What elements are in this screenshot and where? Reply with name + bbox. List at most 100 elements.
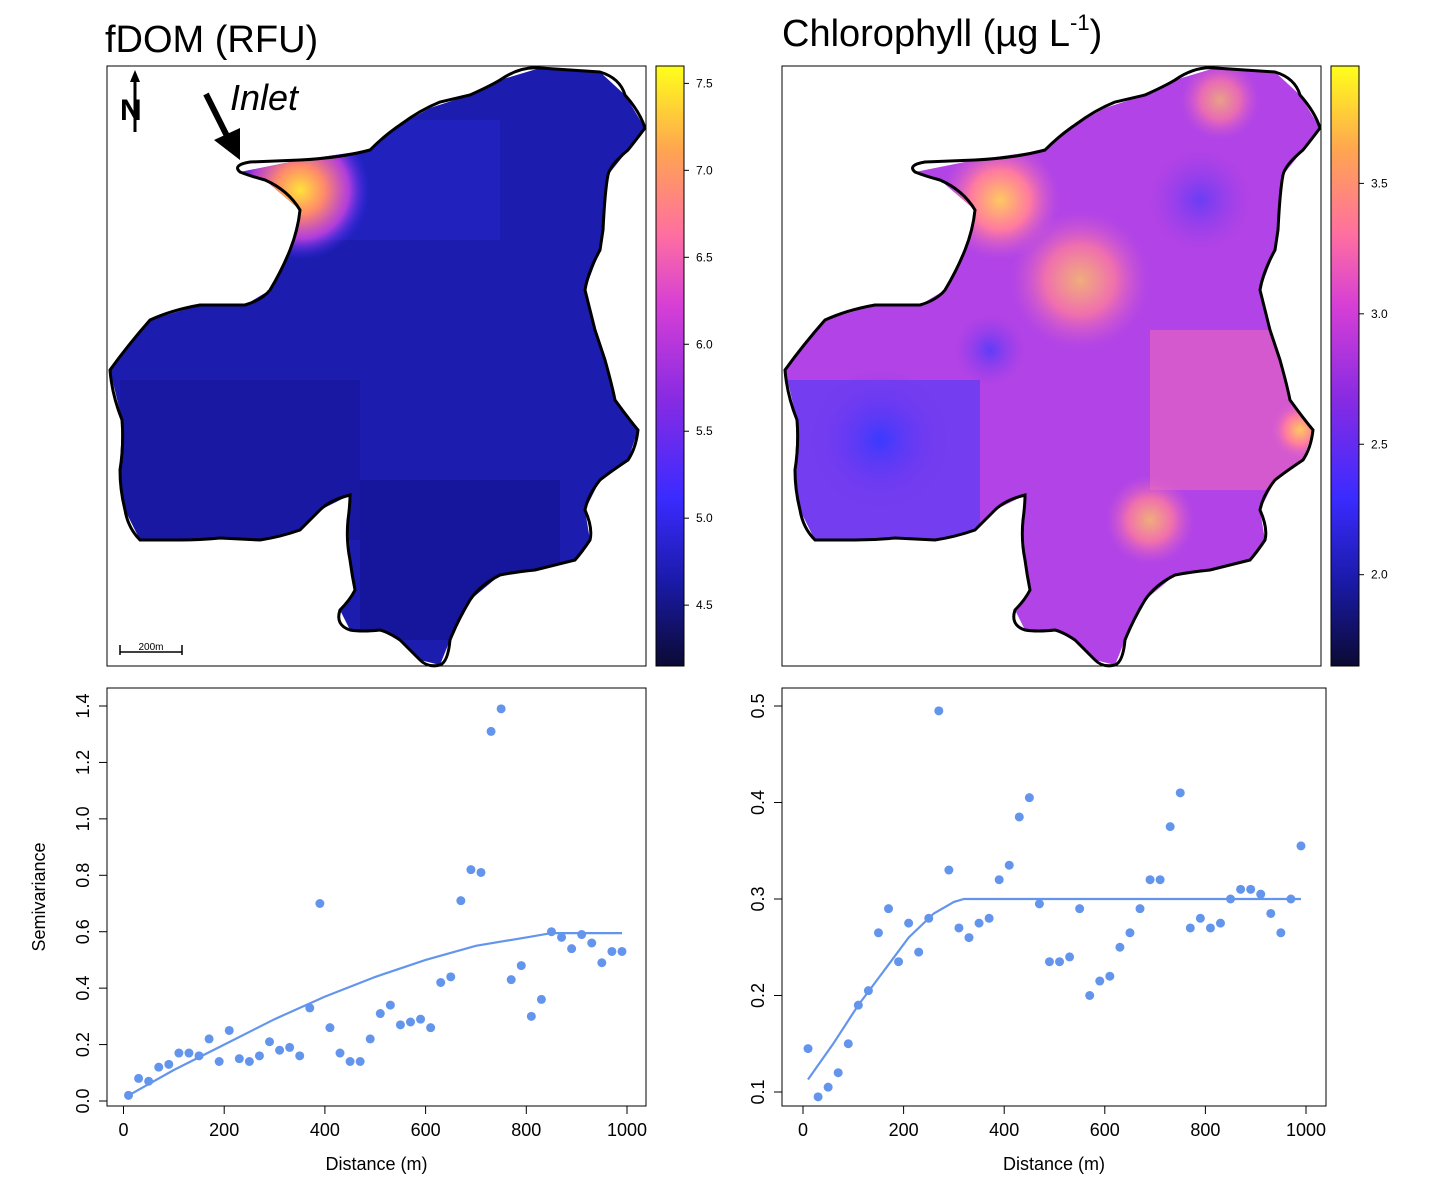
colorbar-tick-label: 2.0: [1371, 568, 1388, 582]
semivariance-point: [823, 1082, 833, 1092]
x-tick-label: 200: [209, 1120, 239, 1140]
semivariance-point: [466, 865, 476, 875]
semivariance-point: [1256, 889, 1266, 899]
y-tick-label: 0.5: [748, 693, 768, 718]
semivariance-point: [1115, 942, 1125, 952]
semivariance-point: [557, 932, 567, 942]
semivariance-point: [567, 944, 577, 954]
colorbar-tick-label: 6.5: [696, 250, 713, 264]
semivariance-point: [416, 1014, 426, 1024]
x-tick-label: 200: [889, 1120, 919, 1140]
semivariance-point: [1215, 918, 1225, 928]
semivariance-point: [275, 1045, 285, 1055]
fitted-model-line: [127, 932, 622, 1097]
semivariance-point: [607, 946, 617, 956]
semivariance-point: [1075, 904, 1085, 914]
x-tick-label: 800: [511, 1120, 541, 1140]
semivariance-point: [456, 896, 466, 906]
y-tick-label: 0.6: [73, 919, 93, 944]
map-chlorophyll-shoreline: [783, 66, 1322, 668]
semivariance-point: [1175, 788, 1185, 798]
semivariogram-fdom: 0 200 400 600 800 1000 0.0 0.2 0.4 0.6 0.8 1.0 1.2 1.…: [29, 687, 647, 1174]
colorbar-tick-label: 6.0: [696, 337, 713, 351]
semivariance-point: [365, 1034, 375, 1044]
colorbar-tick-label: 7.5: [696, 76, 713, 90]
y-tick-label: 0.0: [73, 1088, 93, 1113]
north-label: N: [120, 94, 142, 127]
y-tick-label: 0.1: [748, 1079, 768, 1104]
semivariance-point: [345, 1057, 355, 1066]
semivariance-point: [1055, 957, 1065, 967]
semivariance-point: [385, 1000, 395, 1010]
semivariance-point: [833, 1068, 843, 1078]
y-tick-label: 1.4: [73, 693, 93, 718]
semivariance-point: [174, 1048, 184, 1058]
x-tick-label: 600: [411, 1120, 441, 1140]
north-arrow-icon: N: [120, 70, 142, 132]
semivariance-point: [914, 947, 924, 957]
semivariance-point: [436, 978, 446, 987]
semivariance-point: [134, 1073, 144, 1083]
semivariance-point: [1185, 923, 1195, 933]
map-fdom: fDOM (RFU) N Inlet 200m: [105, 19, 713, 668]
semivariance-point: [934, 706, 944, 716]
semivariance-point: [1105, 971, 1115, 981]
semivariance-point: [1065, 952, 1075, 962]
semivariance-point: [184, 1048, 194, 1058]
y-axis-label: Semivariance: [29, 842, 49, 951]
semivariance-point: [405, 1017, 415, 1027]
x-axis-label: Distance (m): [1003, 1154, 1105, 1174]
semivariance-point: [194, 1051, 204, 1061]
semivariance-point: [843, 1039, 853, 1049]
semivariance-point: [974, 918, 984, 928]
semivariance-point: [1195, 913, 1205, 923]
semivariance-point: [1266, 908, 1276, 918]
map-chlorophyll-title: Chlorophyll (µg L-1): [782, 10, 1102, 55]
colorbar-tick-label: 3.0: [1371, 307, 1388, 321]
semivariogram-chlorophyll: 0 200 400 600 800 1000 0.1 0.2 0.3 0.4 0.5 Distance…: [748, 687, 1327, 1174]
semivariance-point: [597, 958, 607, 968]
semivariance-point: [144, 1076, 154, 1086]
colorbar-tick-label: 3.5: [1371, 176, 1388, 190]
x-tick-label: 800: [1190, 1120, 1220, 1140]
semivariance-point: [884, 904, 894, 914]
semivariance-point: [315, 899, 325, 908]
semivariance-point: [873, 928, 883, 938]
semivariance-point: [395, 1020, 405, 1030]
semivariance-point: [164, 1059, 174, 1069]
colorbar-tick-label: 2.5: [1371, 437, 1388, 451]
semivariance-point: [124, 1090, 134, 1100]
x-tick-label: 400: [310, 1120, 340, 1140]
semivariance-point: [954, 923, 964, 933]
semivariance-point: [1276, 928, 1286, 938]
semivariance-point: [516, 961, 526, 971]
colorbar-tick-label: 4.5: [696, 598, 713, 612]
y-tick-label: 0.3: [748, 886, 768, 911]
map-fdom-title: fDOM (RFU): [105, 19, 318, 61]
semivariance-point: [355, 1057, 365, 1066]
semivariance-point: [446, 972, 456, 982]
semivariance-point: [426, 1023, 436, 1033]
x-tick-label: 1000: [607, 1120, 647, 1140]
semivariance-point: [375, 1009, 385, 1019]
map-fdom-shoreline: [108, 66, 647, 668]
y-tick-label: 0.4: [73, 976, 93, 1001]
semivariance-point: [924, 913, 934, 923]
semivariance-point: [214, 1057, 224, 1066]
semivariance-point: [546, 927, 556, 937]
semivariance-point: [894, 957, 904, 967]
semivariance-point: [1155, 875, 1165, 885]
y-tick-label: 1.0: [73, 806, 93, 831]
inlet-label: Inlet: [230, 77, 300, 118]
semivariance-point: [1226, 894, 1236, 904]
semivariance-point: [1034, 899, 1044, 909]
semivariance-point: [496, 704, 506, 714]
semivariance-point: [204, 1034, 214, 1044]
semivariance-point: [1085, 991, 1095, 1000]
semivariance-point: [506, 975, 516, 985]
semivariance-point: [325, 1023, 335, 1033]
semivariance-point: [244, 1057, 254, 1066]
fitted-model-line: [807, 897, 1301, 1081]
semivariance-point: [1095, 976, 1105, 986]
y-tick-label: 0.4: [748, 790, 768, 815]
